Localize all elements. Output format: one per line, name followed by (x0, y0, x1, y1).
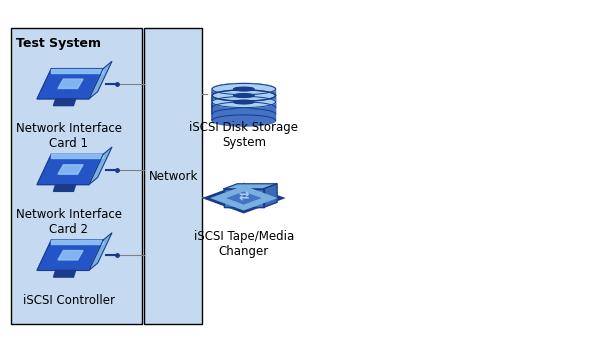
Polygon shape (234, 87, 254, 91)
Polygon shape (58, 79, 83, 88)
Polygon shape (52, 68, 103, 73)
Polygon shape (53, 185, 76, 191)
Polygon shape (53, 271, 76, 277)
Polygon shape (37, 240, 103, 271)
Text: ⇄: ⇄ (239, 190, 249, 203)
Text: iSCSI Tape/Media
Changer: iSCSI Tape/Media Changer (193, 230, 294, 258)
Polygon shape (212, 83, 276, 95)
Polygon shape (212, 90, 276, 114)
Polygon shape (89, 61, 112, 99)
Polygon shape (224, 189, 263, 207)
Polygon shape (212, 90, 276, 101)
Text: Network Interface
Card 1: Network Interface Card 1 (16, 122, 122, 151)
Polygon shape (234, 100, 254, 104)
Polygon shape (89, 233, 112, 271)
Text: Test System: Test System (16, 37, 101, 50)
Polygon shape (212, 108, 276, 120)
Polygon shape (58, 165, 83, 174)
Polygon shape (212, 96, 276, 120)
FancyBboxPatch shape (11, 28, 142, 324)
Polygon shape (224, 184, 277, 189)
Polygon shape (52, 240, 103, 244)
Polygon shape (37, 154, 103, 185)
Polygon shape (212, 83, 276, 107)
Polygon shape (234, 94, 254, 97)
Text: iSCSI Controller: iSCSI Controller (23, 294, 115, 307)
Polygon shape (263, 184, 277, 207)
Polygon shape (212, 115, 276, 126)
Polygon shape (89, 147, 112, 185)
Polygon shape (52, 154, 103, 158)
Text: Network Interface
Card 2: Network Interface Card 2 (16, 208, 122, 236)
Polygon shape (58, 251, 83, 260)
Polygon shape (53, 99, 76, 106)
Text: Network: Network (149, 170, 198, 183)
Polygon shape (212, 102, 276, 113)
Polygon shape (37, 68, 103, 99)
FancyBboxPatch shape (144, 28, 203, 324)
Text: iSCSI Disk Storage
System: iSCSI Disk Storage System (189, 121, 298, 149)
Polygon shape (212, 96, 276, 107)
